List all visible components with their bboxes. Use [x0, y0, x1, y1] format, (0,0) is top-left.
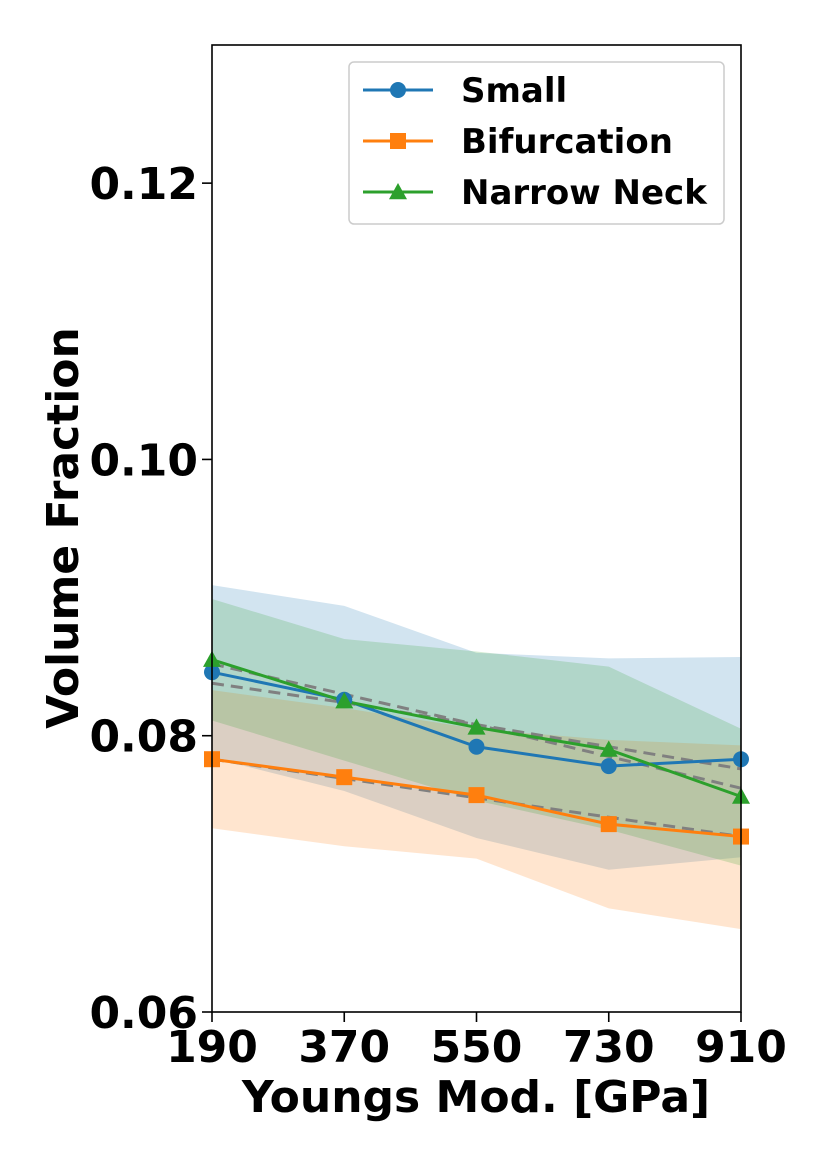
legend-marker-small	[390, 82, 406, 98]
y-tick-label: 0.08	[89, 712, 198, 763]
y-tick-label: 0.10	[89, 435, 198, 486]
legend-label-small: Small	[461, 71, 567, 111]
legend-label-bifurcation: Bifurcation	[461, 122, 673, 162]
y-tick-label: 0.12	[89, 159, 198, 210]
point-small-3	[600, 758, 617, 775]
legend-label-narrow-neck: Narrow Neck	[461, 173, 708, 213]
y-axis-label: Volume Fraction	[38, 327, 89, 729]
legend-marker-bifurcation	[390, 133, 406, 149]
x-tick-label: 550	[431, 1022, 523, 1073]
point-narrow-neck-2	[467, 718, 486, 735]
legend: Small Bifurcation Narrow Neck	[348, 61, 725, 225]
confidence-bands	[212, 585, 741, 930]
x-axis-label: Youngs Mod. [GPa]	[241, 1072, 710, 1123]
x-tick-label: 730	[563, 1022, 655, 1073]
point-bifurcation-2	[468, 787, 485, 804]
legend-box	[348, 61, 725, 225]
x-tick-label: 910	[695, 1022, 787, 1073]
point-narrow-neck-1	[335, 692, 354, 709]
x-axis-ticks: 190 370 550 730 910	[166, 1012, 787, 1073]
x-tick-label: 370	[298, 1022, 390, 1073]
x-tick-label: 190	[166, 1022, 258, 1073]
y-tick-label: 0.06	[89, 988, 198, 1039]
point-bifurcation-3	[600, 816, 617, 833]
point-bifurcation-1	[336, 769, 353, 786]
point-small-2	[468, 738, 485, 755]
y-axis-ticks: 0.06 0.08 0.10 0.12	[89, 159, 212, 1039]
point-narrow-neck-3	[599, 740, 618, 757]
legend-marker-narrow-neck	[389, 183, 407, 200]
